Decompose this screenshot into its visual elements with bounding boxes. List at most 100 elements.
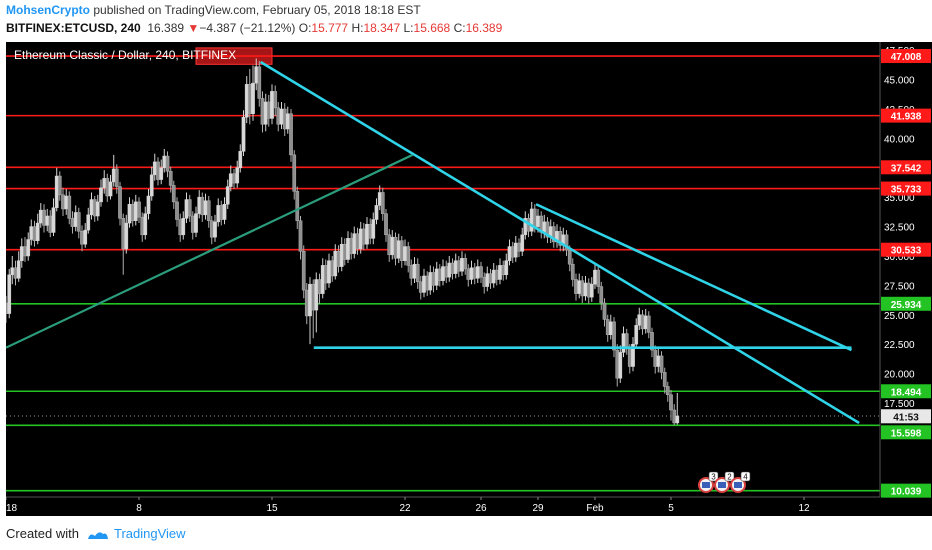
candle-body-53[interactable] <box>171 185 176 203</box>
candle-body-98[interactable] <box>314 279 319 311</box>
candle-body-93[interactable] <box>298 220 303 252</box>
candle-body-29[interactable] <box>95 201 100 217</box>
candle-body-104[interactable] <box>333 251 338 277</box>
candle-body-25[interactable] <box>83 229 88 245</box>
candle-body-144[interactable] <box>460 258 464 272</box>
candle-body-87[interactable] <box>279 108 284 125</box>
candle-body-139[interactable] <box>444 266 449 278</box>
candle-body-161[interactable] <box>513 242 518 258</box>
candle-body-90[interactable] <box>289 113 293 156</box>
candle-body-118[interactable] <box>377 192 382 206</box>
candle-body-114[interactable] <box>365 223 369 245</box>
candle-body-156[interactable] <box>498 265 502 280</box>
time-axis[interactable] <box>6 497 880 516</box>
candle-body-41[interactable] <box>133 201 138 221</box>
candle-body-106[interactable] <box>339 243 344 267</box>
candle-body-110[interactable] <box>352 233 357 254</box>
candle-body-89[interactable] <box>285 113 290 130</box>
candle-body-17[interactable] <box>57 175 62 196</box>
candle-body-129[interactable] <box>412 263 417 279</box>
candle-body-7[interactable] <box>26 239 31 257</box>
candle-body-201[interactable] <box>640 314 645 330</box>
candle-body-167[interactable] <box>532 208 537 227</box>
candle-body-38[interactable] <box>124 222 129 250</box>
candle-body-212[interactable] <box>675 415 680 424</box>
candle-body-115[interactable] <box>368 223 373 239</box>
candle-body-127[interactable] <box>406 246 411 266</box>
candlestick-chart[interactable]: 47.50045.00042.50040.00037.50035.00032.5… <box>6 42 932 516</box>
candle-body-143[interactable] <box>456 260 461 272</box>
candle-body-63[interactable] <box>203 200 208 216</box>
trendline-uptrend-3[interactable] <box>6 153 414 349</box>
candle-body-151[interactable] <box>482 276 487 287</box>
candle-body-203[interactable] <box>646 315 651 333</box>
candle-body-48[interactable] <box>156 161 160 180</box>
candle-body-37[interactable] <box>121 218 126 250</box>
candle-body-23[interactable] <box>76 212 81 232</box>
candle-body-183[interactable] <box>583 282 588 297</box>
candle-body-73[interactable] <box>235 167 240 184</box>
candle-body-117[interactable] <box>374 205 379 220</box>
candle-body-46[interactable] <box>149 174 154 197</box>
candle-body-92[interactable] <box>295 191 300 221</box>
candle-body-44[interactable] <box>143 213 148 236</box>
candle-body-205[interactable] <box>653 349 658 367</box>
candle-body-209[interactable] <box>665 386 670 395</box>
candle-body-61[interactable] <box>197 196 202 214</box>
candle-body-70[interactable] <box>225 186 230 205</box>
candle-body-9[interactable] <box>32 226 37 241</box>
candle-body-34[interactable] <box>111 168 116 183</box>
candle-body-5[interactable] <box>19 246 24 261</box>
candle-body-66[interactable] <box>213 221 217 238</box>
candle-body-12[interactable] <box>42 209 46 226</box>
candle-body-10[interactable] <box>35 222 40 241</box>
candle-body-85[interactable] <box>273 91 278 109</box>
candle-body-180[interactable] <box>574 279 578 294</box>
candle-body-166[interactable] <box>529 208 534 232</box>
candle-body-141[interactable] <box>450 262 455 274</box>
candle-body-76[interactable] <box>244 84 249 118</box>
candle-body-154[interactable] <box>491 269 496 284</box>
candle-body-202[interactable] <box>643 315 648 330</box>
candle-body-188[interactable] <box>599 286 604 304</box>
candle-body-131[interactable] <box>418 281 423 293</box>
candle-body-2[interactable] <box>10 267 15 276</box>
candle-body-192[interactable] <box>612 321 616 351</box>
candle-body-138[interactable] <box>441 266 445 281</box>
candle-body-211[interactable] <box>672 409 677 424</box>
candle-body-49[interactable] <box>159 167 164 180</box>
candle-body-11[interactable] <box>38 209 43 224</box>
candle-body-62[interactable] <box>200 196 205 216</box>
trendline-downtrend-0[interactable] <box>259 60 860 425</box>
candle-body-57[interactable] <box>184 199 189 219</box>
candle-body-78[interactable] <box>251 82 255 114</box>
candle-body-184[interactable] <box>586 282 591 298</box>
candle-body-82[interactable] <box>263 101 268 125</box>
candle-body-187[interactable] <box>596 269 601 287</box>
candle-body-134[interactable] <box>428 272 433 291</box>
candle-body-24[interactable] <box>80 231 84 245</box>
candle-body-186[interactable] <box>593 269 597 285</box>
candle-body-111[interactable] <box>355 233 360 250</box>
candle-body-72[interactable] <box>232 173 236 184</box>
candle-body-31[interactable] <box>102 178 107 189</box>
candle-body-189[interactable] <box>602 302 607 320</box>
candle-body-28[interactable] <box>92 199 97 217</box>
candle-body-160[interactable] <box>510 246 515 258</box>
candle-body-22[interactable] <box>73 212 78 227</box>
candle-body-132[interactable] <box>422 275 426 293</box>
candle-body-197[interactable] <box>627 348 632 367</box>
candle-body-124[interactable] <box>396 240 401 259</box>
candle-body-103[interactable] <box>330 260 335 277</box>
candle-body-207[interactable] <box>659 355 664 373</box>
candle-body-75[interactable] <box>241 116 246 152</box>
candle-body-168[interactable] <box>536 215 540 227</box>
candle-body-71[interactable] <box>228 173 233 187</box>
candle-body-101[interactable] <box>323 265 328 284</box>
candle-body-148[interactable] <box>472 267 477 279</box>
candle-body-94[interactable] <box>301 251 306 291</box>
candle-body-179[interactable] <box>570 263 575 280</box>
candle-body-55[interactable] <box>178 219 183 236</box>
candle-body-0[interactable] <box>6 302 8 314</box>
candle-body-30[interactable] <box>99 187 103 203</box>
